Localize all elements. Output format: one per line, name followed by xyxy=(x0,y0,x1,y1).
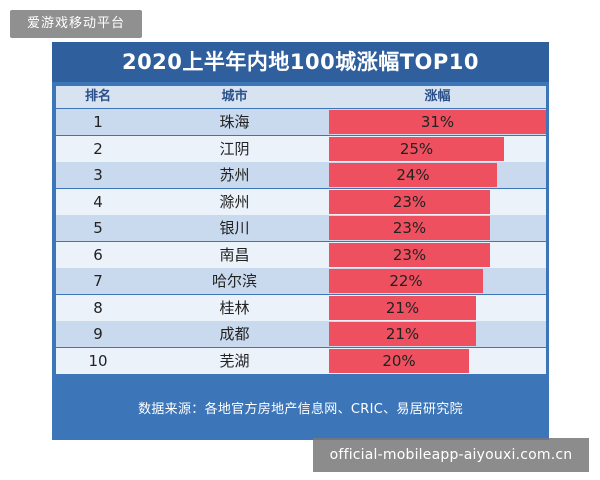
rank-cell: 6 xyxy=(93,245,103,264)
change-bar xyxy=(329,163,497,187)
change-bar xyxy=(329,216,490,240)
change-value-label: 22% xyxy=(389,272,423,290)
change-value-label: 31% xyxy=(420,113,455,131)
change-value-label: 25% xyxy=(399,139,434,158)
rank-cell: 9 xyxy=(93,325,103,343)
rank-cell: 4 xyxy=(93,192,103,211)
table-row: 1 珠海 31% xyxy=(56,109,546,135)
table-header: 排名 城市 涨幅 xyxy=(56,86,546,108)
city-cell: 成都 xyxy=(219,325,250,343)
header-city: 城市 xyxy=(221,89,248,104)
header-rank: 排名 xyxy=(84,89,111,104)
city-cell: 桂林 xyxy=(219,298,250,317)
city-cell: 哈尔滨 xyxy=(211,272,257,290)
city-cell: 芜湖 xyxy=(219,351,250,370)
change-bar xyxy=(329,322,476,346)
change-bar xyxy=(329,189,490,214)
change-value-label: 20% xyxy=(382,351,416,370)
change-bar xyxy=(329,242,490,267)
city-cell: 苏州 xyxy=(219,166,250,184)
change-bar xyxy=(329,348,469,373)
city-cell: 银川 xyxy=(219,219,250,237)
table-row: 5 银川 23% xyxy=(56,215,546,241)
rank-cell: 7 xyxy=(93,272,103,290)
change-value-label: 23% xyxy=(392,219,427,237)
url-watermark: official-mobileapp-aiyouxi.com.cn xyxy=(313,438,589,472)
table-row: 8 桂林 21% xyxy=(56,294,546,321)
table-row: 10 芜湖 20% xyxy=(56,347,546,374)
rank-cell: 1 xyxy=(93,113,103,131)
change-value-label: 23% xyxy=(392,192,427,211)
rank-cell: 2 xyxy=(93,139,103,158)
change-value-label: 24% xyxy=(396,166,430,184)
table-row: 2 江阴 25% xyxy=(56,135,546,162)
rank-cell: 5 xyxy=(93,219,103,237)
change-bar xyxy=(329,295,476,320)
chart-title: 2020上半年内地100城涨幅TOP10 xyxy=(52,42,549,82)
rank-cell: 3 xyxy=(93,166,103,184)
rank-cell: 10 xyxy=(88,351,108,370)
city-cell: 滁州 xyxy=(219,192,250,211)
table-row: 4 滁州 23% xyxy=(56,188,546,215)
city-cell: 南昌 xyxy=(219,245,250,264)
city-cell: 珠海 xyxy=(219,113,250,131)
change-value-label: 21% xyxy=(385,298,420,317)
chart-card: 2020上半年内地100城涨幅TOP10 排名 城市 涨幅 1 珠海 31% 2 江阴 2… xyxy=(52,42,549,440)
change-bar xyxy=(329,136,504,161)
watermark-tag: 爱游戏移动平台 xyxy=(10,10,142,38)
table-row: 7 哈尔滨 22% xyxy=(56,268,546,294)
data-source: 数据来源：各地官方房地产信息网、CRIC、易居研究院 xyxy=(138,402,463,417)
table-row: 3 苏州 24% xyxy=(56,162,546,188)
ranking-table: 排名 城市 涨幅 1 珠海 31% 2 江阴 25% 3 苏州 24% 4 滁州 23% 5 银川 23% 6… xyxy=(56,86,546,418)
change-bar xyxy=(329,269,483,293)
header-change: 涨幅 xyxy=(424,89,451,104)
change-value-label: 23% xyxy=(392,245,427,264)
change-value-label: 21% xyxy=(385,325,420,343)
rank-cell: 8 xyxy=(93,298,103,317)
table-row: 9 成都 21% xyxy=(56,321,546,347)
table-row: 6 南昌 23% xyxy=(56,241,546,268)
city-cell: 江阴 xyxy=(219,139,250,158)
change-bar xyxy=(329,110,546,134)
